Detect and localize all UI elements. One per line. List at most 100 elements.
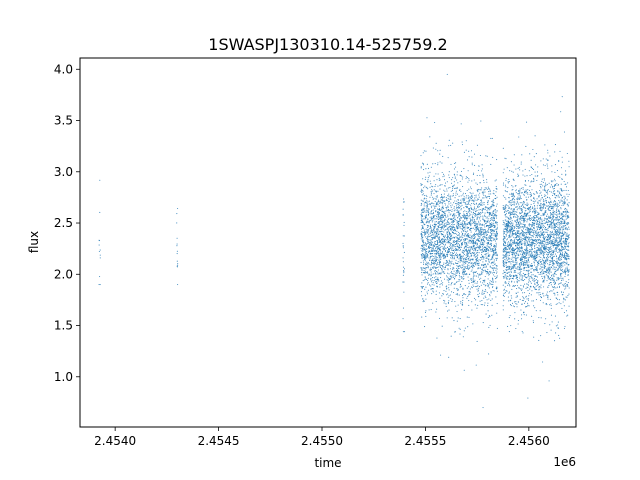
data-point — [435, 259, 438, 261]
data-point — [492, 210, 494, 212]
data-point — [531, 243, 533, 245]
data-point — [441, 252, 444, 254]
data-point — [533, 223, 536, 225]
data-point — [456, 220, 458, 222]
data-point — [540, 191, 542, 193]
data-point — [464, 214, 466, 217]
data-point — [426, 208, 428, 210]
data-point — [459, 219, 462, 221]
data-point — [456, 265, 458, 267]
data-point — [462, 262, 464, 264]
data-point — [511, 252, 513, 254]
data-point — [466, 251, 468, 253]
data-point — [467, 227, 469, 229]
data-point — [402, 245, 404, 247]
data-point — [447, 209, 449, 212]
data-point — [529, 185, 531, 187]
data-point — [543, 202, 545, 205]
data-point — [437, 204, 439, 206]
data-point — [454, 215, 456, 217]
data-point — [430, 308, 432, 311]
data-point — [504, 237, 506, 239]
data-point — [483, 189, 485, 191]
data-point — [447, 201, 450, 203]
data-point — [449, 229, 451, 231]
data-point — [438, 262, 441, 264]
data-point — [433, 255, 435, 258]
data-point — [505, 158, 507, 160]
data-point — [549, 209, 551, 211]
data-point — [432, 209, 434, 211]
data-point — [487, 230, 489, 232]
data-point — [492, 215, 494, 217]
data-point — [487, 271, 489, 274]
data-point — [457, 267, 459, 269]
data-point — [492, 283, 494, 286]
data-point — [533, 218, 535, 220]
data-point — [423, 262, 425, 264]
data-point — [437, 150, 439, 152]
data-point — [487, 244, 489, 246]
data-point — [531, 252, 533, 254]
data-point — [487, 264, 489, 266]
data-point — [422, 247, 424, 250]
data-point — [469, 217, 471, 219]
data-point — [531, 229, 533, 231]
data-point — [450, 335, 452, 337]
data-point — [471, 246, 473, 248]
data-point — [476, 199, 478, 201]
data-point — [470, 248, 472, 250]
data-point — [529, 206, 531, 208]
data-point — [423, 150, 425, 152]
data-point — [177, 283, 179, 286]
data-point — [483, 290, 485, 293]
data-point — [474, 227, 477, 229]
data-point — [531, 251, 533, 253]
data-point — [462, 227, 464, 229]
data-point — [424, 250, 427, 252]
data-point — [561, 272, 563, 275]
data-point — [459, 241, 461, 243]
data-point — [464, 210, 466, 212]
data-point — [470, 231, 472, 233]
data-point — [545, 261, 547, 263]
data-point — [433, 203, 435, 205]
data-point — [449, 218, 451, 220]
data-point — [433, 263, 435, 265]
data-point — [567, 254, 569, 256]
data-point — [483, 297, 485, 299]
data-point — [450, 246, 452, 248]
data-point — [521, 251, 523, 253]
data-point — [468, 178, 470, 180]
data-point — [435, 282, 438, 285]
data-point — [496, 271, 498, 273]
data-point — [557, 210, 559, 213]
data-point — [556, 202, 558, 204]
data-point — [454, 273, 456, 275]
data-point — [471, 194, 473, 196]
data-point — [565, 218, 567, 220]
data-point — [474, 282, 476, 284]
data-point — [563, 215, 565, 217]
data-point — [445, 248, 447, 250]
data-point — [423, 194, 425, 197]
data-point — [531, 315, 533, 317]
data-point — [452, 249, 454, 252]
data-point — [472, 238, 474, 240]
data-point — [553, 190, 555, 192]
data-point — [506, 230, 508, 232]
data-point — [459, 248, 462, 251]
data-point — [517, 173, 519, 175]
data-point — [523, 243, 525, 245]
data-point — [541, 245, 543, 247]
data-point — [511, 302, 514, 304]
data-point — [480, 271, 482, 273]
data-point — [525, 145, 527, 148]
data-point — [471, 199, 473, 201]
data-point — [451, 210, 453, 212]
data-point — [432, 237, 434, 239]
data-point — [560, 229, 562, 231]
data-point — [435, 229, 438, 231]
data-point — [483, 219, 485, 221]
data-point — [462, 201, 465, 203]
